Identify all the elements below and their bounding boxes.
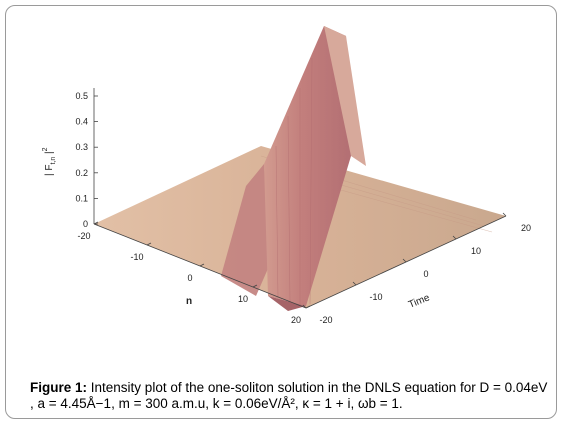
n-tick-mark	[252, 284, 258, 288]
z-axis-label: | Ft,n |2	[42, 147, 57, 176]
z-tick-label: 0.5	[75, 91, 88, 101]
time-tick-label: 0	[423, 269, 428, 279]
z-tick-label: 0.4	[75, 117, 88, 127]
n-axis-label: n	[186, 296, 192, 307]
z-tick-label: 0.2	[75, 168, 88, 178]
time-tick-label: -10	[369, 292, 382, 302]
caption-label: Figure 1:	[30, 380, 88, 395]
caption-text: Intensity plot of the one-soliton soluti…	[30, 380, 548, 411]
z-tick-label: 0	[83, 219, 88, 229]
figure-frame: 0.5 0.4 0.3 0.2 0.1 0 | Ft,n |2 -20 -10 0 10 20 n…	[5, 5, 557, 419]
n-tick-label: -20	[77, 231, 90, 241]
n-tick-mark	[146, 242, 152, 246]
n-tick-mark	[93, 221, 99, 225]
time-axis-label: Time	[407, 292, 432, 311]
time-axis: -20 -10 0 10 20	[302, 212, 531, 325]
soliton-peak-surface	[264, 26, 351, 306]
surface-plot: 0.5 0.4 0.3 0.2 0.1 0 | Ft,n |2 -20 -10 0 10 20 n…	[42, 26, 531, 325]
time-tick-label: 10	[471, 246, 481, 256]
n-tick-label: 20	[291, 315, 301, 325]
time-tick-label: 20	[521, 223, 531, 233]
time-tick-mark	[402, 258, 407, 263]
soliton-back-face	[324, 26, 366, 166]
time-tick-label: -20	[319, 315, 332, 325]
z-tick-label: 0.3	[75, 142, 88, 152]
n-axis: -20 -10 0 10 20	[77, 221, 311, 325]
time-tick-mark	[352, 281, 357, 286]
soliton-valley	[268, 296, 306, 311]
figure-caption: Figure 1: Intensity plot of the one-soli…	[30, 380, 550, 412]
n-tick-mark	[199, 263, 205, 267]
soliton-left-flank	[221, 164, 270, 296]
z-tick-label: 0.1	[75, 193, 88, 203]
time-tick-mark	[502, 212, 507, 217]
time-tick-mark	[452, 235, 457, 240]
n-tick-label: 0	[187, 273, 192, 283]
n-tick-label: 10	[238, 294, 248, 304]
time-tick-mark	[302, 304, 307, 309]
z-axis: 0.5 0.4 0.3 0.2 0.1 0	[75, 88, 98, 229]
soliton-mesh	[275, 57, 313, 305]
n-tick-label: -10	[130, 252, 143, 262]
